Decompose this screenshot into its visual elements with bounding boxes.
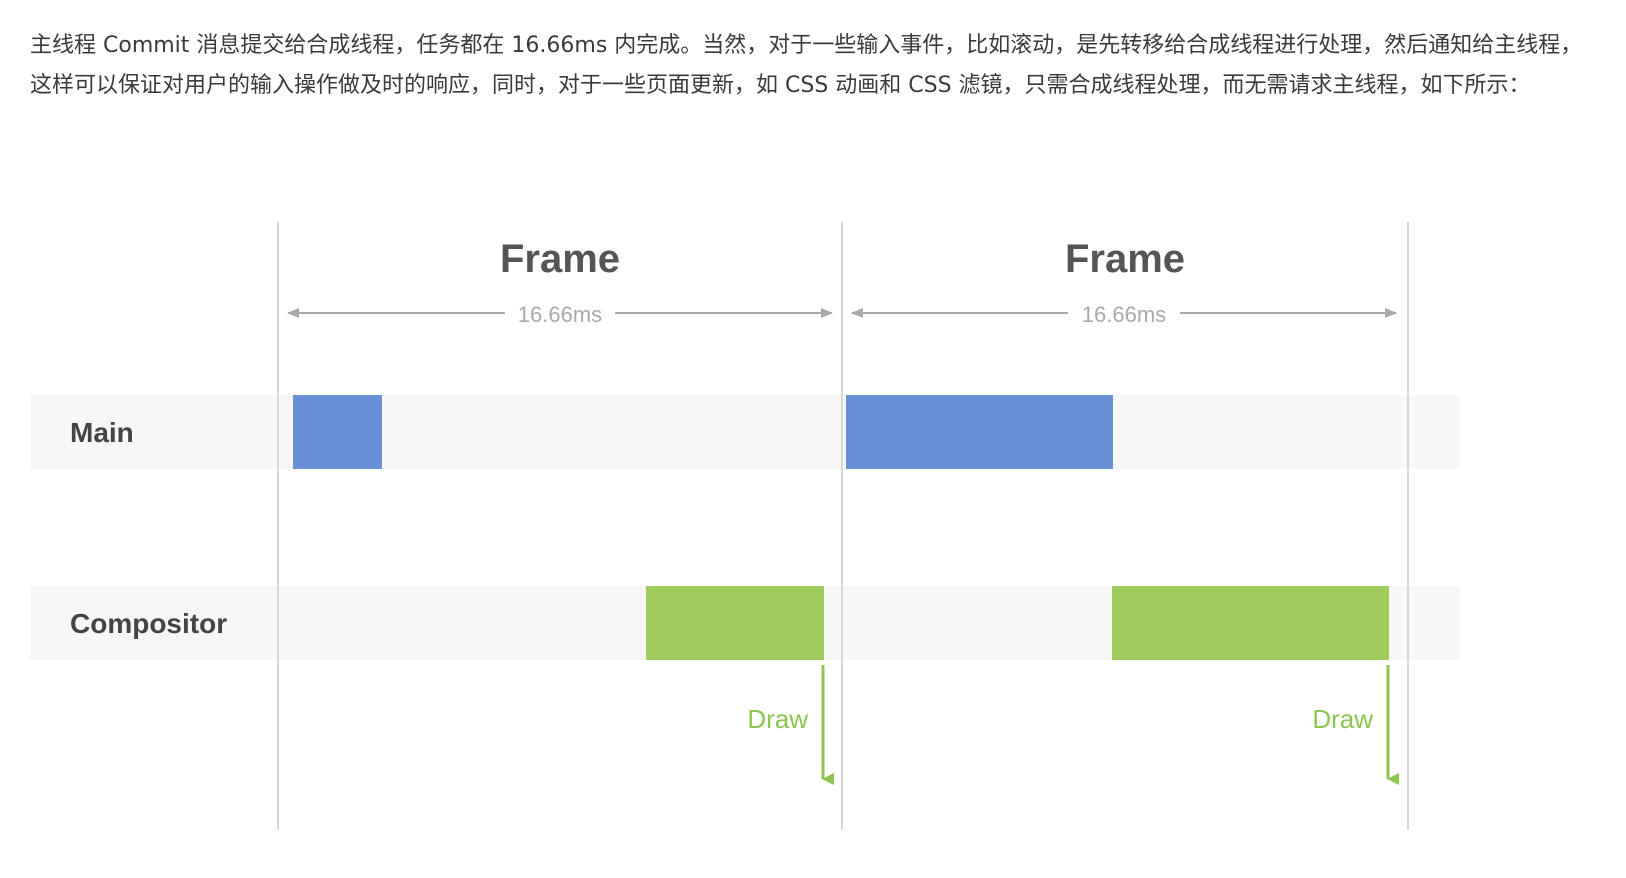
main-task-frame-1 xyxy=(293,395,382,469)
compositor-thread-label: Compositor xyxy=(70,608,227,639)
main-lane-background xyxy=(30,395,1460,469)
frame-title-2: Frame xyxy=(1065,237,1185,281)
intro-paragraph: 主线程 Commit 消息提交给合成线程，任务都在 16.66ms 内完成。当然… xyxy=(30,33,1583,98)
frame-title-1: Frame xyxy=(500,237,620,281)
draw-label-frame-1: Draw xyxy=(747,704,808,734)
compositor-task-frame-1 xyxy=(646,586,824,660)
draw-label-frame-2: Draw xyxy=(1312,704,1373,734)
main-thread-label: Main xyxy=(70,417,134,448)
frame-2-duration-label: 16.66ms xyxy=(1082,302,1166,327)
main-task-frame-2 xyxy=(846,395,1113,469)
compositor-task-frame-2 xyxy=(1112,586,1389,660)
frame-1-duration-label: 16.66ms xyxy=(518,302,602,327)
